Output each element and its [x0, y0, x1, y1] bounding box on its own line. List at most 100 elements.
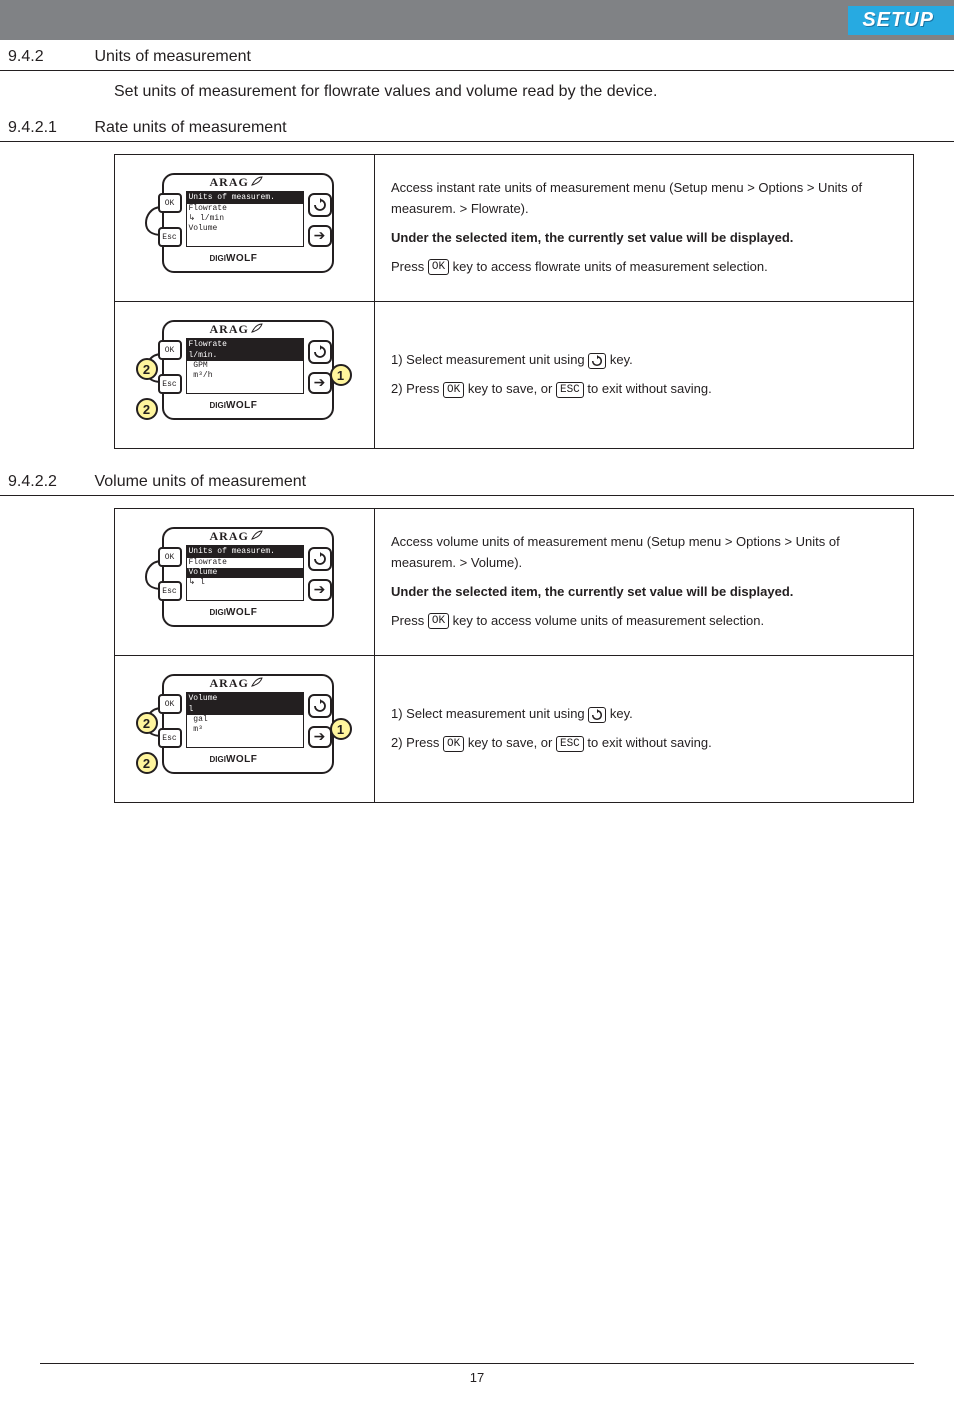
callout-1: 1 — [330, 364, 352, 386]
page-footer: 17 — [40, 1363, 914, 1385]
rotate-key-badge — [588, 707, 606, 723]
instruction-text: Access volume units of measurement menu … — [391, 532, 897, 574]
device-screen: Flowrate l/min. GPM m³/h — [186, 338, 304, 394]
screen-line: Flowrate — [187, 204, 303, 214]
text-span: key to save, or — [464, 735, 556, 750]
arrow-button: ➔ — [308, 225, 332, 247]
rotate-icon — [313, 552, 327, 566]
screen-line: m³/h — [187, 371, 303, 381]
rotate-icon — [313, 345, 327, 359]
device-brand: ARAG — [210, 529, 263, 544]
device-brand: ARAG — [210, 676, 263, 691]
rotate-button — [308, 193, 332, 217]
screen-title: Units of measurem. — [187, 192, 303, 204]
digi-text: DIGI — [210, 608, 226, 617]
text-span: 1) Select measurement unit using — [391, 706, 588, 721]
screen-selected: l/min. — [187, 351, 303, 361]
instruction-cell: 1) Select measurement unit using key. 2)… — [375, 656, 913, 802]
screen-title: Units of measurem. — [187, 546, 303, 558]
screen-selected: l — [187, 705, 303, 715]
device-mockup: ARAG Units of measurem. Flowrate Volume … — [140, 523, 350, 641]
text-span: key. — [606, 352, 633, 367]
wolf-text: WOLF — [226, 754, 257, 765]
digiwolf-logo: DIGIWOLF — [210, 607, 258, 618]
table-row: ARAG Volume l gal m³ OK Esc ➔ DIGIWOLF 1… — [115, 656, 913, 802]
text-span: 2) Press — [391, 381, 443, 396]
table-row: ARAG Units of measurem. Flowrate Volume … — [115, 509, 913, 656]
arrow-button: ➔ — [308, 372, 332, 394]
device-cell: ARAG Volume l gal m³ OK Esc ➔ DIGIWOLF 1… — [115, 656, 375, 802]
text-span: 2) Press — [391, 735, 443, 750]
section-number: 9.4.2 — [0, 48, 90, 66]
callout-1: 1 — [330, 718, 352, 740]
device-mockup: ARAG Units of measurem. Flowrate ↳ l/min… — [140, 169, 350, 287]
callout-2: 2 — [136, 358, 158, 380]
wolf-text: WOLF — [226, 607, 257, 618]
text-span: key to access flowrate units of measurem… — [449, 259, 768, 274]
device-brand: ARAG — [210, 175, 263, 190]
text-span: Press — [391, 613, 428, 628]
digi-text: DIGI — [210, 254, 226, 263]
ok-button: OK — [158, 547, 182, 567]
screen-line: m³ — [187, 725, 303, 735]
rotate-icon — [313, 198, 327, 212]
device-cell: ARAG Flowrate l/min. GPM m³/h OK Esc ➔ D… — [115, 302, 375, 448]
section-942-heading: 9.4.2 Units of measurement — [0, 44, 954, 71]
leaf-icon — [251, 175, 263, 190]
digiwolf-logo: DIGIWOLF — [210, 400, 258, 411]
rotate-button — [308, 694, 332, 718]
device-brand: ARAG — [210, 322, 263, 337]
ok-button: OK — [158, 694, 182, 714]
ok-button: OK — [158, 340, 182, 360]
callout-2: 2 — [136, 712, 158, 734]
screen-line: ↳ l/min — [187, 214, 303, 224]
esc-button: Esc — [158, 374, 182, 394]
text-span: 1) Select measurement unit using — [391, 352, 588, 367]
device-mockup: ARAG Volume l gal m³ OK Esc ➔ DIGIWOLF 1… — [140, 670, 350, 788]
brand-text: ARAG — [210, 676, 249, 690]
wolf-text: WOLF — [226, 400, 257, 411]
instruction-text: Press OK key to access volume units of m… — [391, 611, 897, 632]
section-title: Volume units of measurement — [94, 473, 306, 490]
arrow-button: ➔ — [308, 579, 332, 601]
section-942-intro: Set units of measurement for flowrate va… — [0, 83, 954, 101]
block-9422: ARAG Units of measurem. Flowrate Volume … — [114, 508, 914, 803]
brand-text: ARAG — [210, 175, 249, 189]
esc-key-badge: ESC — [556, 382, 584, 398]
device-cell: ARAG Units of measurem. Flowrate Volume … — [115, 509, 375, 655]
brand-text: ARAG — [210, 529, 249, 543]
device-mockup: ARAG Flowrate l/min. GPM m³/h OK Esc ➔ D… — [140, 316, 350, 434]
digiwolf-logo: DIGIWOLF — [210, 253, 258, 264]
leaf-icon — [251, 676, 263, 691]
instruction-cell: 1) Select measurement unit using key. 2)… — [375, 302, 913, 448]
rotate-icon — [313, 699, 327, 713]
device-screen: Units of measurem. Flowrate Volume ↳ l — [186, 545, 304, 601]
screen-line: gal — [187, 715, 303, 725]
rotate-key-badge — [588, 353, 606, 369]
digi-text: DIGI — [210, 755, 226, 764]
text-span: key. — [606, 706, 633, 721]
text-span: to exit without saving. — [584, 735, 712, 750]
ok-button: OK — [158, 193, 182, 213]
ok-key-badge: OK — [428, 613, 449, 629]
arrow-button: ➔ — [308, 726, 332, 748]
instruction-text: 2) Press OK key to save, or ESC to exit … — [391, 379, 897, 400]
leaf-icon — [251, 322, 263, 337]
device-screen: Units of measurem. Flowrate ↳ l/min Volu… — [186, 191, 304, 247]
screen-title: Flowrate — [187, 339, 303, 351]
instruction-text: Press OK key to access flowrate units of… — [391, 257, 897, 278]
esc-key-badge: ESC — [556, 736, 584, 752]
digiwolf-logo: DIGIWOLF — [210, 754, 258, 765]
setup-badge: SETUP — [848, 6, 954, 35]
esc-button: Esc — [158, 227, 182, 247]
leaf-icon — [251, 529, 263, 544]
device-cell: ARAG Units of measurem. Flowrate ↳ l/min… — [115, 155, 375, 301]
instruction-cell: Access volume units of measurement menu … — [375, 509, 913, 655]
section-9421-heading: 9.4.2.1 Rate units of measurement — [0, 115, 954, 142]
ok-key-badge: OK — [428, 259, 449, 275]
text-span: to exit without saving. — [584, 381, 712, 396]
digi-text: DIGI — [210, 401, 226, 410]
table-row: ARAG Units of measurem. Flowrate ↳ l/min… — [115, 155, 913, 302]
text-span: Press — [391, 259, 428, 274]
header-bar: SETUP — [0, 0, 954, 40]
